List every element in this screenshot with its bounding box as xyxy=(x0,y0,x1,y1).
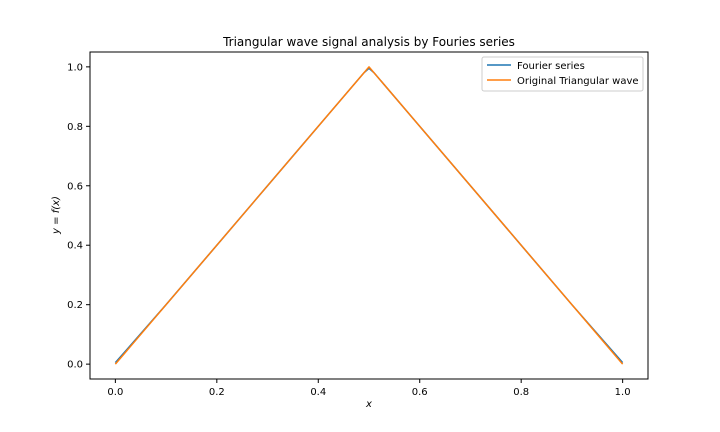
legend-label-original-triangular-wave: Original Triangular wave xyxy=(517,76,639,87)
series-layer xyxy=(114,66,624,365)
plot-background xyxy=(90,52,648,379)
y-tick-label: 0.4 xyxy=(67,241,83,252)
y-tick-label: 1.0 xyxy=(67,62,83,73)
chart-title: Triangular wave signal analysis by Fouri… xyxy=(222,35,515,49)
x-tick-label: 0.0 xyxy=(107,387,123,398)
x-tick-label: 1.0 xyxy=(615,387,631,398)
x-tick-label: 0.4 xyxy=(310,387,326,398)
y-axis-label: y = f(x) xyxy=(51,196,62,235)
y-tick-label: 0.2 xyxy=(67,300,83,311)
x-tick-label: 0.6 xyxy=(412,387,428,398)
x-axis-label: x xyxy=(365,399,372,410)
legend: Fourier series Original Triangular wave xyxy=(481,56,644,92)
legend-label-fourier-series: Fourier series xyxy=(517,61,585,72)
legend-box xyxy=(481,56,644,92)
x-tick-label: 0.8 xyxy=(513,387,529,398)
x-tick-label: 0.2 xyxy=(209,387,225,398)
plot-area xyxy=(90,52,648,379)
y-tick-label: 0.0 xyxy=(67,360,83,371)
axes-frame xyxy=(89,51,649,380)
y-tick-label: 0.6 xyxy=(67,181,83,192)
y-tick-label: 0.8 xyxy=(67,122,83,133)
y-axis-ticks: 0.0 0.2 0.4 0.6 0.8 1.0 xyxy=(67,62,90,371)
series-line-original-triangular-wave xyxy=(114,66,624,365)
x-axis-ticks: 0.0 0.2 0.4 0.6 0.8 1.0 xyxy=(107,379,631,398)
